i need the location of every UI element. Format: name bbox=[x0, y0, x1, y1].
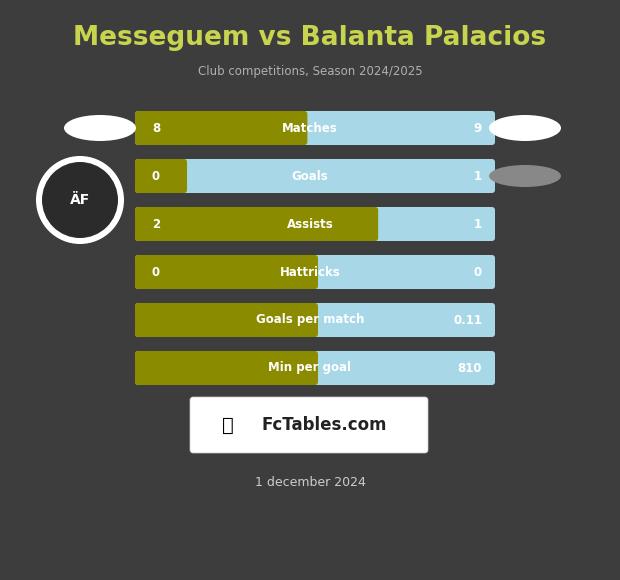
Text: Goals per match: Goals per match bbox=[256, 314, 364, 327]
FancyBboxPatch shape bbox=[135, 303, 318, 337]
Ellipse shape bbox=[489, 165, 561, 187]
Text: ÄF: ÄF bbox=[70, 193, 90, 207]
Text: Club competitions, Season 2024/2025: Club competitions, Season 2024/2025 bbox=[198, 66, 422, 78]
Text: 0: 0 bbox=[152, 266, 160, 278]
FancyBboxPatch shape bbox=[135, 111, 495, 145]
Circle shape bbox=[36, 156, 124, 244]
Text: Messeguem vs Balanta Palacios: Messeguem vs Balanta Palacios bbox=[73, 25, 547, 51]
Text: 810: 810 bbox=[458, 361, 482, 375]
FancyBboxPatch shape bbox=[135, 159, 495, 193]
Text: 2: 2 bbox=[152, 218, 160, 230]
FancyBboxPatch shape bbox=[135, 207, 495, 241]
Text: 8: 8 bbox=[152, 121, 160, 135]
FancyBboxPatch shape bbox=[135, 303, 495, 337]
FancyBboxPatch shape bbox=[135, 207, 378, 241]
Text: Assists: Assists bbox=[286, 218, 334, 230]
Text: Hattricks: Hattricks bbox=[280, 266, 340, 278]
Text: 9: 9 bbox=[474, 121, 482, 135]
FancyBboxPatch shape bbox=[135, 111, 308, 145]
FancyBboxPatch shape bbox=[135, 255, 318, 289]
Text: 1: 1 bbox=[474, 169, 482, 183]
Text: Min per goal: Min per goal bbox=[268, 361, 352, 375]
Ellipse shape bbox=[64, 115, 136, 141]
FancyBboxPatch shape bbox=[135, 351, 495, 385]
Ellipse shape bbox=[489, 115, 561, 141]
Text: Goals: Goals bbox=[291, 169, 329, 183]
FancyBboxPatch shape bbox=[135, 255, 495, 289]
Text: 1: 1 bbox=[474, 218, 482, 230]
Text: 0: 0 bbox=[152, 169, 160, 183]
FancyBboxPatch shape bbox=[135, 351, 318, 385]
Text: FcTables.com: FcTables.com bbox=[261, 416, 387, 434]
Text: 📊: 📊 bbox=[222, 415, 234, 434]
FancyBboxPatch shape bbox=[135, 159, 187, 193]
Text: 1 december 2024: 1 december 2024 bbox=[255, 476, 365, 488]
Text: Matches: Matches bbox=[282, 121, 338, 135]
Text: 0: 0 bbox=[474, 266, 482, 278]
FancyBboxPatch shape bbox=[190, 397, 428, 453]
Circle shape bbox=[42, 162, 118, 238]
Text: 0.11: 0.11 bbox=[453, 314, 482, 327]
